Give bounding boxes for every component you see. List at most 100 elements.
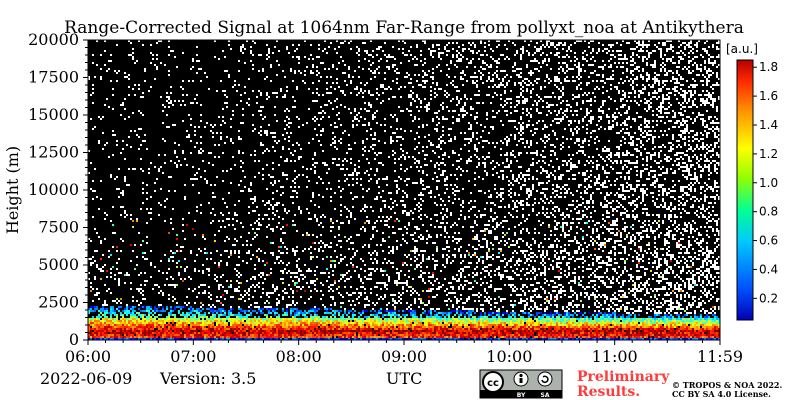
heatmap-cell (358, 332, 360, 334)
heatmap-cell (340, 258, 342, 260)
heatmap-cell (356, 320, 358, 322)
heatmap-cell (400, 164, 402, 166)
heatmap-cell (266, 338, 268, 340)
heatmap-cell (266, 92, 268, 94)
heatmap-cell (322, 62, 324, 64)
heatmap-cell (266, 322, 268, 324)
heatmap-cell (372, 334, 374, 336)
heatmap-cell (112, 332, 114, 334)
heatmap-cell (308, 336, 310, 338)
heatmap-cell (118, 308, 120, 310)
heatmap-cell (334, 100, 336, 102)
heatmap-cell (298, 158, 300, 160)
heatmap-cell (254, 176, 256, 178)
heatmap-cell (304, 332, 306, 334)
heatmap-cell (220, 226, 222, 228)
heatmap-cell (362, 322, 364, 324)
heatmap-cell (366, 278, 368, 280)
heatmap-cell (374, 322, 376, 324)
heatmap-cell (266, 132, 268, 134)
heatmap-cell (318, 112, 320, 114)
heatmap-cell (422, 76, 424, 78)
heatmap-cell (104, 50, 106, 52)
heatmap-cell (120, 324, 122, 326)
heatmap-cell (308, 322, 310, 324)
heatmap-cell (204, 312, 206, 314)
heatmap-cell (384, 78, 386, 80)
heatmap-cell (202, 236, 204, 238)
heatmap-cell (342, 332, 344, 334)
heatmap-cell (248, 188, 250, 190)
heatmap-cell (358, 54, 360, 56)
heatmap-cell (270, 338, 272, 340)
heatmap-cell (420, 106, 422, 108)
heatmap-cell (112, 336, 114, 338)
heatmap-cell (296, 336, 298, 338)
heatmap-cell (184, 338, 186, 340)
heatmap-cell (114, 330, 116, 332)
heatmap-cell (264, 130, 266, 132)
heatmap-cell (298, 144, 300, 146)
heatmap-cell (356, 336, 358, 338)
heatmap-cell (222, 180, 224, 182)
heatmap-cell (266, 202, 268, 204)
heatmap-cell (124, 118, 126, 120)
heatmap-cell (102, 328, 104, 330)
heatmap-cell (94, 332, 96, 334)
heatmap-cell (392, 298, 394, 300)
heatmap-cell (342, 338, 344, 340)
heatmap-cell (142, 114, 144, 116)
heatmap-cell (426, 322, 428, 324)
heatmap-cell (142, 192, 144, 194)
heatmap-cell (264, 318, 266, 320)
heatmap-cell (430, 86, 432, 88)
heatmap-cell (320, 144, 322, 146)
heatmap-cell (106, 142, 108, 144)
heatmap-cell (342, 188, 344, 190)
heatmap-cell (268, 330, 270, 332)
heatmap-cell (150, 196, 152, 198)
heatmap-cell (132, 220, 134, 222)
heatmap-cell (290, 328, 292, 330)
heatmap-cell (296, 86, 298, 88)
heatmap-cell (418, 324, 420, 326)
heatmap-cell (370, 272, 372, 274)
heatmap-cell (394, 232, 396, 234)
heatmap-cell (216, 300, 218, 302)
heatmap-cell (386, 176, 388, 178)
heatmap-cell (170, 330, 172, 332)
heatmap-cell (284, 110, 286, 112)
heatmap-cell (94, 306, 96, 308)
heatmap-cell (324, 320, 326, 322)
heatmap-cell (370, 104, 372, 106)
heatmap-cell (364, 146, 366, 148)
heatmap-cell (256, 102, 258, 104)
heatmap-cell (340, 320, 342, 322)
heatmap-cell (406, 326, 408, 328)
heatmap-cell (160, 324, 162, 326)
heatmap-cell (248, 294, 250, 296)
heatmap-cell (218, 320, 220, 322)
heatmap-cell (248, 310, 250, 312)
heatmap-cell (200, 338, 202, 340)
heatmap-cell (298, 268, 300, 270)
heatmap-cell (342, 322, 344, 324)
heatmap-cell (326, 330, 328, 332)
heatmap-cell (424, 334, 426, 336)
heatmap-cell (190, 250, 192, 252)
heatmap-cell (300, 330, 302, 332)
heatmap-cell (134, 336, 136, 338)
heatmap-cell (270, 176, 272, 178)
heatmap-cell (188, 114, 190, 116)
heatmap-cell (154, 326, 156, 328)
heatmap-cell (372, 324, 374, 326)
heatmap-cell (424, 322, 426, 324)
heatmap-cell (120, 298, 122, 300)
heatmap-cell (142, 332, 144, 334)
heatmap-cell (406, 242, 408, 244)
heatmap-cell (318, 176, 320, 178)
heatmap-cell (258, 258, 260, 260)
heatmap-cell (398, 276, 400, 278)
heatmap-cell (292, 300, 294, 302)
heatmap-cell (180, 278, 182, 280)
